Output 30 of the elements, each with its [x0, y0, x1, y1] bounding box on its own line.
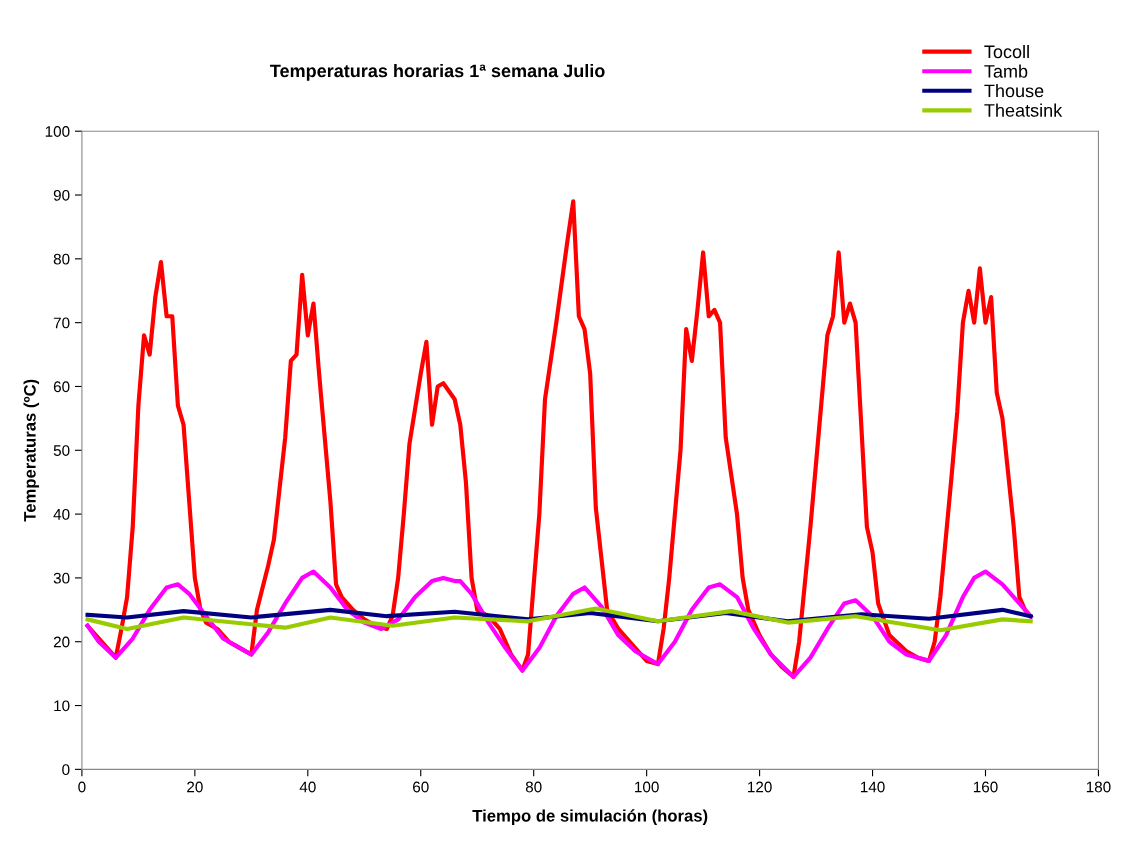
x-tick-label: 160: [973, 781, 998, 793]
y-tick-label: 0: [62, 764, 70, 776]
y-axis-title: Temperaturas (ºC): [23, 379, 40, 522]
y-tick-label: 90: [53, 189, 70, 201]
legend-label: Thouse: [984, 84, 1044, 98]
y-tick-label: 60: [53, 381, 70, 393]
x-tick-label: 180: [1086, 781, 1111, 793]
x-tick-label: 20: [187, 781, 203, 793]
legend-label: Tocoll: [984, 44, 1029, 59]
legend-label: Tamb: [984, 64, 1028, 78]
x-tick-label: 40: [299, 781, 316, 793]
y-tick-label: 80: [53, 253, 70, 265]
x-tick-label: 100: [635, 781, 659, 793]
x-tick-label: 60: [413, 781, 429, 793]
x-tick-label: 140: [860, 781, 885, 793]
y-tick-label: 40: [53, 508, 70, 520]
x-tick-label: 120: [748, 781, 772, 793]
x-tick-label: 80: [525, 781, 542, 793]
y-tick-label: 100: [45, 126, 70, 137]
y-tick-label: 10: [54, 700, 70, 712]
x-axis-title: Tiempo de simulación (horas): [472, 809, 708, 825]
line-series: [85, 606, 1033, 633]
y-tick-label: 20: [53, 636, 70, 648]
legend-label: Theatsink: [984, 103, 1063, 117]
y-tick-label: 70: [53, 317, 70, 329]
x-tick-label: 0: [78, 781, 86, 793]
line-series: [85, 569, 1033, 679]
y-tick-label: 30: [53, 572, 70, 584]
y-tick-label: 50: [53, 445, 70, 456]
chart-title: Temperaturas horarias 1ª semana Julio: [270, 64, 605, 81]
